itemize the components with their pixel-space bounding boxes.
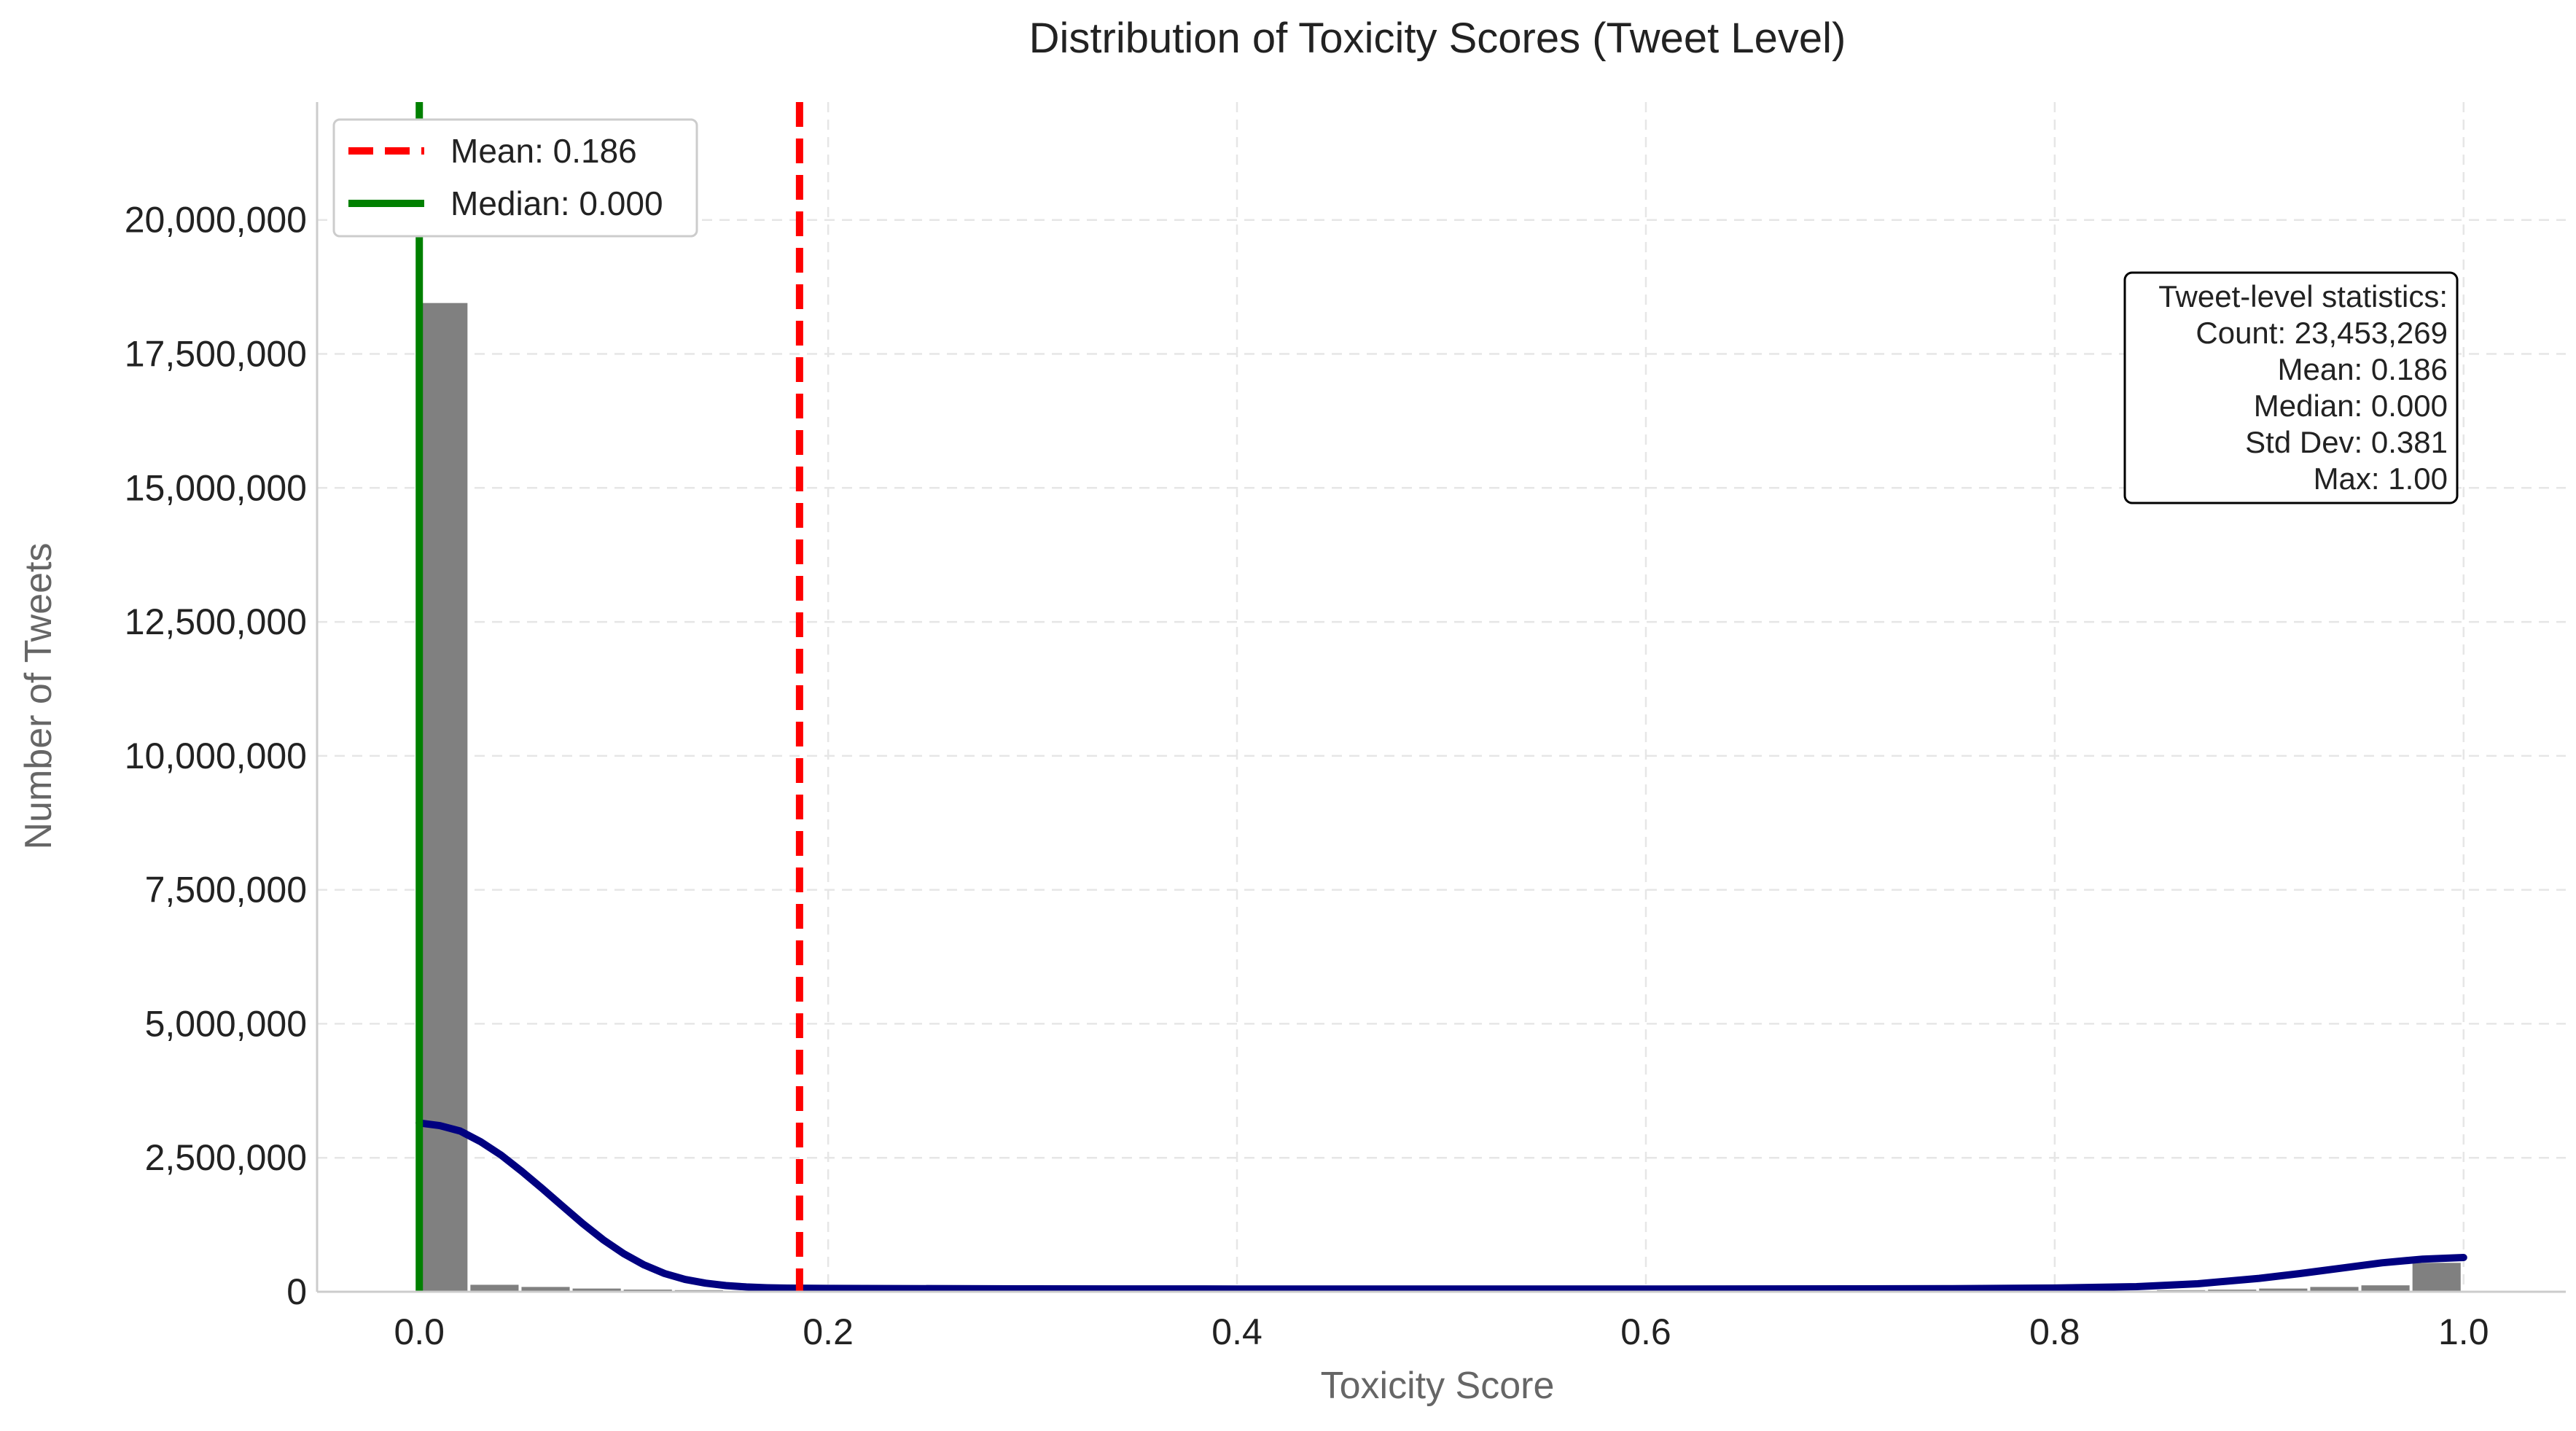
stats-line-std: Std Dev: 0.381 [2245, 425, 2448, 459]
axes [316, 102, 2566, 1293]
y-tick-label: 7,500,000 [145, 870, 307, 911]
histogram-bar-38 [2361, 1285, 2410, 1292]
y-axis-label: Number of Tweets [17, 542, 60, 849]
x-tick-label: 0.8 [2029, 1311, 2080, 1352]
x-tick-label: 0.2 [803, 1311, 854, 1352]
reference-lines [415, 102, 803, 1292]
histogram-bar-37 [2310, 1287, 2359, 1292]
x-tick-label: 0.6 [1620, 1311, 1671, 1352]
kde-curve [415, 1119, 2467, 1293]
stats-box-frame [2123, 271, 2459, 504]
legend-mean-label: Mean: 0.186 [450, 132, 637, 170]
histogram-bar-36 [2259, 1288, 2308, 1292]
stats-line-max: Max: 1.00 [2314, 461, 2448, 496]
stats-line-header: Tweet-level statistics: [2158, 279, 2448, 313]
stats-box: Tweet-level statistics: Count: 23,453,26… [2123, 271, 2459, 504]
tick-labels: 0.0 0.2 0.4 0.6 0.8 1.0 0 2,500,000 5,000,000 7,5… [125, 200, 2489, 1352]
histogram-bar-1 [470, 1284, 519, 1292]
x-tick-label: 0.0 [394, 1311, 445, 1352]
histogram-bar-0 [419, 303, 468, 1292]
stats-line-median: Median: 0.000 [2254, 389, 2448, 423]
stats-line-mean: Mean: 0.186 [2277, 352, 2448, 386]
y-tick-label: 10,000,000 [125, 736, 307, 776]
y-tick-label: 2,500,000 [145, 1137, 307, 1178]
y-tick-label: 12,500,000 [125, 601, 307, 642]
histogram-bar-39 [2412, 1263, 2461, 1292]
y-tick-label: 17,500,000 [125, 334, 307, 375]
kde-curve-layer [415, 1119, 2467, 1293]
y-tick-label: 0 [286, 1271, 307, 1312]
x-tick-label: 0.4 [1211, 1311, 1262, 1352]
y-tick-label: 15,000,000 [125, 467, 307, 508]
y-tick-label: 5,000,000 [145, 1003, 307, 1044]
chart-title: Distribution of Toxicity Scores (Tweet L… [1029, 15, 1846, 62]
y-tick-label: 20,000,000 [125, 200, 307, 241]
histogram-bar-3 [572, 1288, 621, 1292]
legend-box [332, 118, 698, 238]
x-axis-label: Toxicity Score [1321, 1365, 1555, 1407]
stats-line-count: Count: 23,453,269 [2196, 316, 2448, 350]
x-tick-label: 1.0 [2438, 1311, 2489, 1352]
legend-median-label: Median: 0.000 [450, 184, 663, 222]
legend: Mean: 0.186 Median: 0.000 [332, 118, 698, 238]
histogram-bar-2 [521, 1287, 570, 1292]
